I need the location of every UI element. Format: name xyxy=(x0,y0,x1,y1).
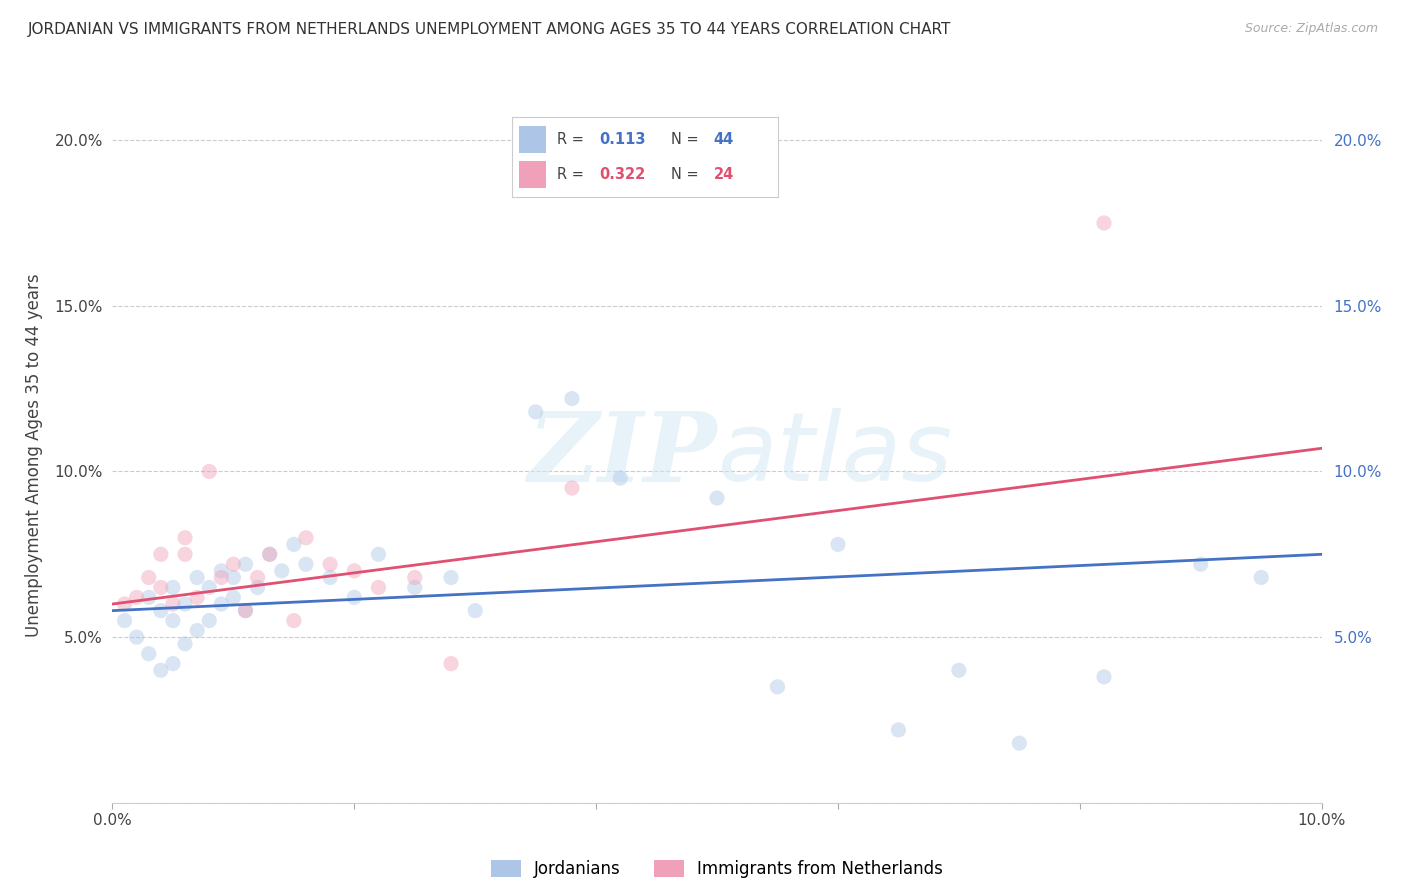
Point xyxy=(162,657,184,671)
Text: atlas: atlas xyxy=(717,409,952,501)
Bar xyxy=(519,161,546,188)
Point xyxy=(440,657,463,671)
Point xyxy=(1092,216,1115,230)
Text: Source: ZipAtlas.com: Source: ZipAtlas.com xyxy=(1244,22,1378,36)
Point xyxy=(222,591,245,605)
Point xyxy=(1189,558,1212,572)
Point xyxy=(295,558,318,572)
Text: N =: N = xyxy=(671,132,703,147)
Point xyxy=(149,604,172,618)
Point xyxy=(524,405,547,419)
Point xyxy=(198,581,221,595)
Point xyxy=(887,723,910,737)
Point xyxy=(235,604,257,618)
Legend: Jordanians, Immigrants from Netherlands: Jordanians, Immigrants from Netherlands xyxy=(491,860,943,878)
Point xyxy=(222,570,245,584)
Point xyxy=(561,481,583,495)
Text: JORDANIAN VS IMMIGRANTS FROM NETHERLANDS UNEMPLOYMENT AMONG AGES 35 TO 44 YEARS : JORDANIAN VS IMMIGRANTS FROM NETHERLANDS… xyxy=(28,22,952,37)
Text: R =: R = xyxy=(557,132,588,147)
Point xyxy=(766,680,789,694)
Point xyxy=(138,591,160,605)
Point xyxy=(246,581,269,595)
Point xyxy=(464,604,486,618)
Point xyxy=(1008,736,1031,750)
Point xyxy=(114,614,136,628)
Point xyxy=(209,570,232,584)
Point xyxy=(174,531,197,545)
Point xyxy=(174,637,197,651)
Point xyxy=(162,597,184,611)
Y-axis label: Unemployment Among Ages 35 to 44 years: Unemployment Among Ages 35 to 44 years xyxy=(25,273,44,637)
Point xyxy=(259,547,281,561)
Point xyxy=(198,465,221,479)
Point xyxy=(186,570,208,584)
Text: ZIP: ZIP xyxy=(527,408,717,502)
Point xyxy=(367,547,389,561)
Point xyxy=(209,597,232,611)
Point xyxy=(149,663,172,677)
Point xyxy=(125,591,148,605)
Point xyxy=(343,564,366,578)
Point xyxy=(162,614,184,628)
Point xyxy=(404,570,426,584)
Point xyxy=(283,614,305,628)
Point xyxy=(270,564,292,578)
Point xyxy=(319,558,342,572)
Point xyxy=(222,558,245,572)
Text: 0.113: 0.113 xyxy=(599,132,645,147)
Point xyxy=(343,591,366,605)
Point xyxy=(706,491,728,505)
Point xyxy=(948,663,970,677)
Point xyxy=(235,604,257,618)
Point xyxy=(827,537,849,551)
Point xyxy=(186,591,208,605)
Point xyxy=(404,581,426,595)
Bar xyxy=(519,127,546,153)
Point xyxy=(149,581,172,595)
Point xyxy=(138,570,160,584)
Point xyxy=(1092,670,1115,684)
Point xyxy=(149,547,172,561)
Point xyxy=(138,647,160,661)
Point xyxy=(246,570,269,584)
Point xyxy=(174,597,197,611)
Point xyxy=(209,564,232,578)
Point xyxy=(162,581,184,595)
Point xyxy=(367,581,389,595)
Text: 44: 44 xyxy=(714,132,734,147)
Text: 0.322: 0.322 xyxy=(599,167,645,182)
Point xyxy=(1250,570,1272,584)
Point xyxy=(125,630,148,644)
Point xyxy=(440,570,463,584)
Point xyxy=(283,537,305,551)
Text: 24: 24 xyxy=(714,167,734,182)
Point xyxy=(319,570,342,584)
Point xyxy=(295,531,318,545)
Point xyxy=(186,624,208,638)
Point xyxy=(198,614,221,628)
Point xyxy=(259,547,281,561)
Point xyxy=(561,392,583,406)
Point xyxy=(114,597,136,611)
Text: R =: R = xyxy=(557,167,588,182)
Text: N =: N = xyxy=(671,167,703,182)
Point xyxy=(235,558,257,572)
Point xyxy=(609,471,631,485)
Point xyxy=(174,547,197,561)
